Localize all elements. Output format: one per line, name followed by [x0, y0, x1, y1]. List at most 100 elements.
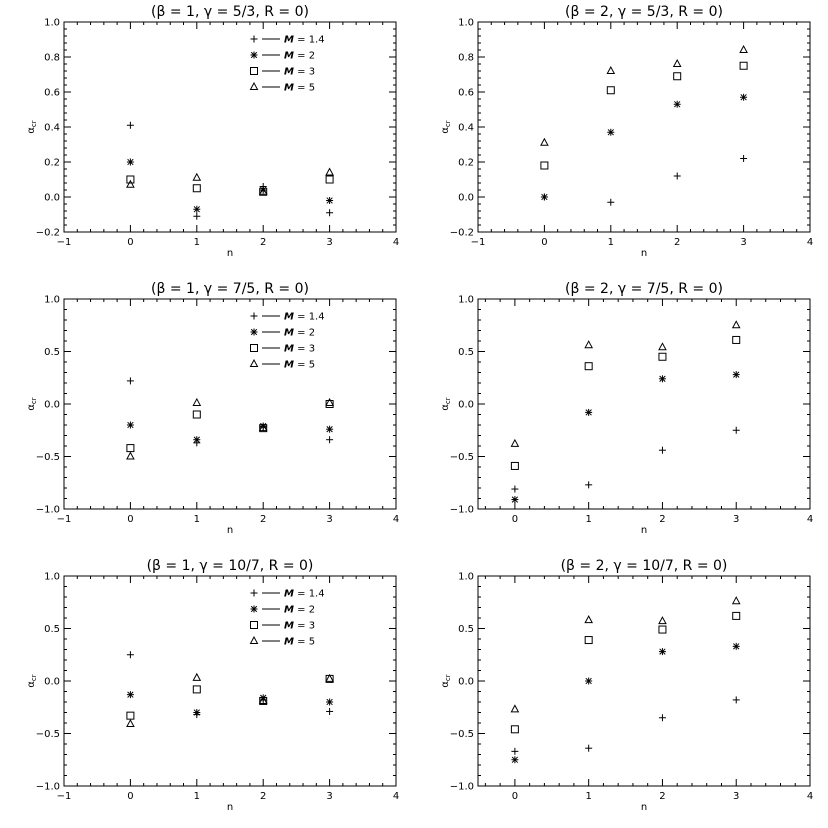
data-point-square — [510, 461, 519, 470]
data-point-triangle — [325, 167, 334, 176]
data-point-triangle — [584, 615, 594, 624]
x-tick-label: −1 — [471, 237, 486, 248]
y-tick-label: 0.5 — [458, 624, 474, 635]
data-point-asterisk — [673, 100, 681, 108]
panel-title: (β = 2, γ = 5/3, R = 0) — [565, 4, 723, 20]
x-tick-label: 4 — [393, 791, 399, 802]
legend-label: M = 2 — [284, 605, 315, 616]
y-tick-label: −0.5 — [36, 729, 60, 740]
x-axis-label: n — [641, 525, 647, 536]
y-tick-label: 1.0 — [458, 18, 474, 29]
data-point-asterisk — [126, 691, 134, 699]
data-point-square — [192, 184, 201, 193]
data-point-asterisk — [126, 158, 134, 166]
y-tick-label: 0.0 — [44, 193, 60, 204]
y-tick-label: −1.0 — [450, 505, 474, 516]
legend-marker-square — [250, 67, 258, 75]
data-point-square — [325, 175, 334, 184]
x-tick-label: 1 — [194, 514, 200, 525]
y-tick-label: 0.2 — [458, 158, 474, 169]
data-point-asterisk — [740, 93, 748, 101]
data-point-square — [126, 444, 135, 453]
x-tick-label: 2 — [674, 237, 680, 248]
panel-5: (β = 1, γ = 10/7, R = 0) −1 0 1 2 3 4 −1.0 −0.5 0… — [26, 558, 399, 813]
plot-frame — [477, 575, 811, 787]
data-point-square — [732, 611, 741, 620]
x-axis-label: n — [227, 525, 233, 536]
data-point-asterisk — [193, 436, 201, 444]
plot-frame — [63, 298, 397, 510]
x-axis-label: n — [641, 248, 647, 259]
legend-marker-triangle — [249, 635, 259, 644]
y-tick-label: 0.0 — [44, 400, 60, 411]
data-point-plus — [511, 485, 519, 493]
data-point-plus — [511, 747, 519, 755]
y-axis-label: αcr — [26, 397, 38, 410]
data-point-asterisk — [326, 425, 334, 433]
data-point-plus — [193, 212, 201, 220]
legend-label: M = 2 — [284, 51, 315, 62]
y-tick-label: 0.4 — [458, 123, 474, 134]
legend-marker-square — [250, 621, 258, 629]
data-point-square — [606, 86, 615, 95]
panel-3: (β = 1, γ = 7/5, R = 0) −1 0 1 2 3 4 −1.0 −0.5 0.… — [26, 281, 399, 536]
x-tick-label: 0 — [127, 514, 133, 525]
y-tick-label: 1.0 — [44, 18, 60, 29]
x-tick-label: 0 — [512, 514, 518, 525]
x-tick-label: 2 — [260, 237, 266, 248]
x-tick-label: −1 — [57, 791, 72, 802]
x-tick-label: 3 — [326, 237, 332, 248]
plot-frame — [63, 575, 397, 787]
data-point-plus — [326, 707, 334, 715]
panel-title: (β = 2, γ = 10/7, R = 0) — [561, 558, 728, 574]
data-point-triangle — [258, 695, 268, 704]
data-point-asterisk — [326, 698, 334, 706]
data-point-plus — [126, 377, 134, 385]
data-point-plus — [326, 436, 334, 444]
data-point-plus — [732, 426, 740, 434]
data-point-plus — [740, 155, 748, 162]
y-tick-label: 1.0 — [458, 295, 474, 306]
legend-marker-plus — [250, 589, 258, 597]
y-tick-label: 1.0 — [44, 572, 60, 583]
legend-label: M = 5 — [284, 83, 315, 94]
x-tick-label: 2 — [659, 791, 665, 802]
data-point-triangle — [325, 673, 334, 682]
legend-label: M = 1.4 — [284, 312, 325, 323]
plot-frame — [477, 298, 811, 510]
y-tick-label: −1.0 — [450, 782, 474, 793]
data-point-triangle — [258, 186, 268, 195]
data-point-plus — [585, 481, 593, 489]
x-tick-label: 4 — [807, 514, 813, 525]
data-point-plus — [658, 446, 666, 454]
data-point-square — [673, 72, 682, 81]
legend-marker-square — [250, 344, 258, 352]
y-tick-label: 0.6 — [44, 88, 60, 99]
x-axis-label: n — [227, 248, 233, 259]
x-tick-label: 3 — [740, 237, 746, 248]
y-tick-label: 0.0 — [458, 677, 474, 688]
y-tick-label: −1.0 — [36, 782, 60, 793]
data-point-plus — [658, 714, 666, 722]
data-point-asterisk — [585, 408, 593, 416]
data-point-square — [192, 685, 201, 694]
data-point-square — [658, 625, 667, 634]
panel-title: (β = 1, γ = 7/5, R = 0) — [151, 281, 309, 297]
data-point-square — [584, 362, 593, 371]
data-point-triangle — [658, 616, 667, 625]
panel-2: (β = 2, γ = 5/3, R = 0) −1 0 1 2 3 4 −0.2 0.0 0.2… — [440, 4, 813, 259]
y-tick-label: −0.5 — [450, 729, 474, 740]
data-point-square — [739, 61, 748, 70]
legend-label: M = 3 — [284, 621, 315, 632]
legend-label: M = 2 — [284, 328, 315, 339]
x-tick-label: 3 — [733, 791, 739, 802]
x-tick-label: 4 — [807, 791, 813, 802]
data-point-triangle — [192, 397, 202, 406]
x-tick-label: −1 — [57, 237, 72, 248]
x-tick-label: 0 — [127, 237, 133, 248]
data-point-square — [126, 175, 135, 184]
data-point-asterisk — [126, 421, 134, 429]
x-tick-label: 1 — [585, 791, 591, 802]
y-axis-label: αcr — [440, 120, 452, 133]
